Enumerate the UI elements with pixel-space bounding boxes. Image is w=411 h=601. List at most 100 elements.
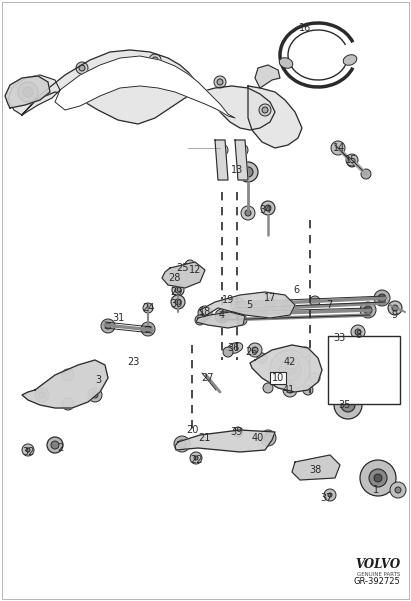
Circle shape [62, 369, 74, 381]
Text: 10: 10 [272, 373, 284, 383]
Circle shape [259, 104, 271, 116]
Polygon shape [55, 56, 235, 118]
Circle shape [270, 350, 310, 390]
Circle shape [346, 154, 358, 166]
Circle shape [22, 444, 34, 456]
Circle shape [265, 298, 275, 308]
Circle shape [342, 348, 386, 392]
Circle shape [241, 206, 255, 220]
Circle shape [198, 306, 212, 320]
Polygon shape [196, 312, 245, 328]
Text: 20: 20 [186, 425, 198, 435]
Circle shape [351, 325, 365, 339]
Circle shape [143, 303, 153, 313]
Text: 30: 30 [170, 299, 182, 309]
Circle shape [26, 448, 30, 452]
Circle shape [145, 326, 151, 332]
Polygon shape [22, 360, 108, 408]
Circle shape [238, 161, 246, 169]
Circle shape [149, 54, 161, 66]
Polygon shape [255, 65, 280, 88]
Circle shape [105, 323, 111, 329]
Circle shape [219, 313, 225, 319]
Circle shape [252, 347, 258, 353]
Circle shape [245, 210, 251, 216]
Circle shape [62, 398, 74, 410]
Text: 29: 29 [170, 287, 182, 297]
Circle shape [282, 299, 294, 311]
Circle shape [215, 309, 229, 323]
Circle shape [310, 373, 320, 383]
Circle shape [279, 359, 301, 381]
Text: GR-392725: GR-392725 [353, 578, 400, 587]
Ellipse shape [343, 55, 357, 66]
Circle shape [216, 144, 228, 156]
Circle shape [324, 489, 336, 501]
Circle shape [328, 493, 332, 497]
Circle shape [175, 287, 181, 293]
Circle shape [360, 460, 396, 496]
Circle shape [79, 65, 85, 71]
Text: 35: 35 [338, 400, 350, 410]
Circle shape [243, 167, 253, 177]
Circle shape [218, 161, 226, 169]
Circle shape [378, 294, 386, 302]
Text: 24: 24 [142, 303, 154, 313]
Text: 33: 33 [333, 333, 345, 343]
Text: 9: 9 [391, 310, 397, 320]
Text: 15: 15 [345, 155, 357, 165]
Circle shape [248, 343, 262, 357]
Text: VOLVO: VOLVO [355, 558, 400, 572]
Circle shape [185, 260, 195, 270]
Text: 23: 23 [127, 357, 139, 367]
Text: 4: 4 [219, 310, 225, 320]
Circle shape [235, 302, 241, 308]
Text: 8: 8 [355, 330, 361, 340]
Text: 18: 18 [199, 307, 211, 317]
Circle shape [341, 398, 355, 412]
Text: 3: 3 [95, 375, 101, 385]
Circle shape [257, 309, 267, 319]
Text: 21: 21 [198, 433, 210, 443]
Circle shape [285, 365, 295, 375]
Polygon shape [215, 140, 228, 180]
Text: 32: 32 [22, 447, 34, 457]
Text: 40: 40 [252, 433, 264, 443]
Circle shape [51, 441, 59, 449]
Ellipse shape [279, 58, 293, 69]
Circle shape [194, 456, 198, 460]
Circle shape [395, 487, 401, 493]
Circle shape [303, 385, 313, 395]
Polygon shape [235, 140, 248, 180]
Circle shape [174, 436, 190, 452]
Text: 1: 1 [373, 485, 379, 495]
Circle shape [223, 347, 233, 357]
Circle shape [231, 298, 245, 312]
Text: 26: 26 [245, 347, 257, 357]
Circle shape [331, 141, 345, 155]
Polygon shape [200, 292, 295, 318]
Circle shape [390, 482, 406, 498]
Text: 13: 13 [231, 165, 243, 175]
Circle shape [88, 388, 102, 402]
Circle shape [217, 79, 223, 85]
Circle shape [92, 392, 98, 398]
Circle shape [289, 359, 295, 365]
Text: 7: 7 [326, 300, 332, 310]
Circle shape [236, 144, 248, 156]
Text: 5: 5 [246, 300, 252, 310]
Circle shape [355, 329, 361, 335]
Polygon shape [248, 86, 302, 148]
Text: 39: 39 [230, 427, 242, 437]
Circle shape [360, 302, 376, 318]
Text: 34: 34 [259, 205, 271, 215]
Circle shape [283, 383, 297, 397]
Circle shape [263, 383, 273, 393]
Polygon shape [22, 50, 275, 130]
Circle shape [374, 474, 382, 482]
Text: 37: 37 [320, 493, 332, 503]
Circle shape [178, 440, 186, 448]
Polygon shape [250, 345, 322, 392]
Text: 14: 14 [333, 143, 345, 153]
Polygon shape [8, 75, 60, 115]
